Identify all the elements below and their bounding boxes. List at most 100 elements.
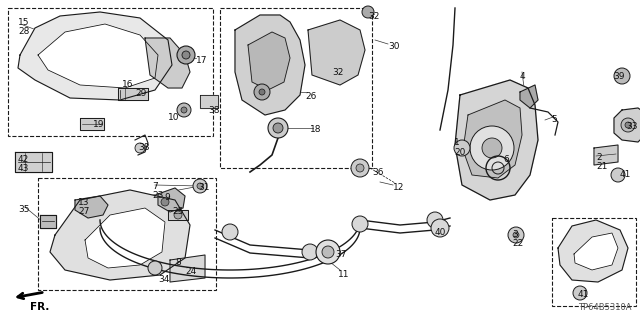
Text: 17: 17 <box>196 56 207 65</box>
Polygon shape <box>38 24 158 88</box>
Circle shape <box>322 246 334 258</box>
Text: 41: 41 <box>578 290 589 299</box>
Polygon shape <box>168 210 188 220</box>
Circle shape <box>427 212 443 228</box>
Polygon shape <box>18 12 172 100</box>
Text: 32: 32 <box>368 12 380 21</box>
Circle shape <box>454 140 470 156</box>
Text: 24: 24 <box>185 267 196 276</box>
Polygon shape <box>614 108 640 142</box>
Text: 22: 22 <box>512 239 524 248</box>
Circle shape <box>573 286 587 300</box>
Text: 38: 38 <box>208 106 220 115</box>
Circle shape <box>259 89 265 95</box>
Polygon shape <box>80 118 104 130</box>
Text: 21: 21 <box>596 162 607 171</box>
Circle shape <box>177 103 191 117</box>
Text: TP64B5310A: TP64B5310A <box>579 303 632 312</box>
Polygon shape <box>248 32 290 90</box>
Circle shape <box>193 179 207 193</box>
Text: 28: 28 <box>18 27 29 36</box>
Text: 31: 31 <box>198 183 209 192</box>
Text: 10: 10 <box>168 113 179 122</box>
Text: 5: 5 <box>551 115 557 124</box>
Text: 8: 8 <box>175 258 180 267</box>
Text: 39: 39 <box>613 72 625 81</box>
Circle shape <box>351 159 369 177</box>
Text: 3: 3 <box>512 230 518 239</box>
Text: 7: 7 <box>152 182 157 191</box>
Text: 20: 20 <box>454 148 465 157</box>
Polygon shape <box>85 208 165 268</box>
Circle shape <box>508 227 524 243</box>
Text: 2: 2 <box>596 153 602 162</box>
Circle shape <box>621 118 635 132</box>
Text: 12: 12 <box>393 183 404 192</box>
Polygon shape <box>15 152 52 172</box>
Circle shape <box>254 84 270 100</box>
Text: 38: 38 <box>138 143 150 152</box>
Circle shape <box>482 138 502 158</box>
Polygon shape <box>463 100 522 178</box>
Polygon shape <box>594 145 618 165</box>
Text: 4: 4 <box>520 72 525 81</box>
Bar <box>552 218 636 306</box>
Circle shape <box>181 107 187 113</box>
Polygon shape <box>455 80 538 200</box>
Circle shape <box>316 240 340 264</box>
Text: 43: 43 <box>18 164 29 173</box>
Text: 1: 1 <box>454 138 460 147</box>
Polygon shape <box>158 188 185 212</box>
Circle shape <box>431 219 449 237</box>
Text: 32: 32 <box>332 68 344 77</box>
Text: 13: 13 <box>78 198 90 207</box>
Circle shape <box>177 46 195 64</box>
Text: 6: 6 <box>503 155 509 164</box>
Polygon shape <box>40 215 56 228</box>
Polygon shape <box>145 38 190 88</box>
Polygon shape <box>170 255 205 282</box>
Circle shape <box>148 261 162 275</box>
Polygon shape <box>308 20 365 85</box>
Text: 40: 40 <box>435 228 446 237</box>
Polygon shape <box>574 233 618 270</box>
Text: 23: 23 <box>152 191 163 200</box>
Circle shape <box>174 211 182 219</box>
Circle shape <box>222 224 238 240</box>
Circle shape <box>614 68 630 84</box>
Text: 30: 30 <box>388 42 399 51</box>
Polygon shape <box>200 95 218 108</box>
Circle shape <box>268 118 288 138</box>
Polygon shape <box>520 85 538 108</box>
Circle shape <box>197 183 203 189</box>
Polygon shape <box>118 88 148 100</box>
Circle shape <box>182 51 190 59</box>
Bar <box>220 8 372 168</box>
Text: 16: 16 <box>122 80 134 89</box>
Circle shape <box>470 126 514 170</box>
Circle shape <box>161 198 169 206</box>
Text: 33: 33 <box>626 122 637 131</box>
Circle shape <box>352 216 368 232</box>
Text: 18: 18 <box>310 125 321 134</box>
Text: 37: 37 <box>335 250 346 259</box>
Text: 27: 27 <box>78 207 90 216</box>
Circle shape <box>135 143 145 153</box>
Text: 34: 34 <box>158 275 170 284</box>
Text: 9: 9 <box>164 193 170 202</box>
Bar <box>38 178 216 290</box>
Circle shape <box>356 164 364 172</box>
Text: 36: 36 <box>372 168 383 177</box>
Polygon shape <box>75 196 108 218</box>
Circle shape <box>273 123 283 133</box>
Circle shape <box>625 122 631 128</box>
Polygon shape <box>50 190 190 280</box>
Circle shape <box>362 6 374 18</box>
Text: 41: 41 <box>620 170 632 179</box>
Polygon shape <box>235 15 305 115</box>
Text: 29: 29 <box>135 89 147 98</box>
Text: 42: 42 <box>18 155 29 164</box>
Text: 35: 35 <box>18 205 29 214</box>
Text: 26: 26 <box>305 92 316 101</box>
Text: 11: 11 <box>338 270 349 279</box>
